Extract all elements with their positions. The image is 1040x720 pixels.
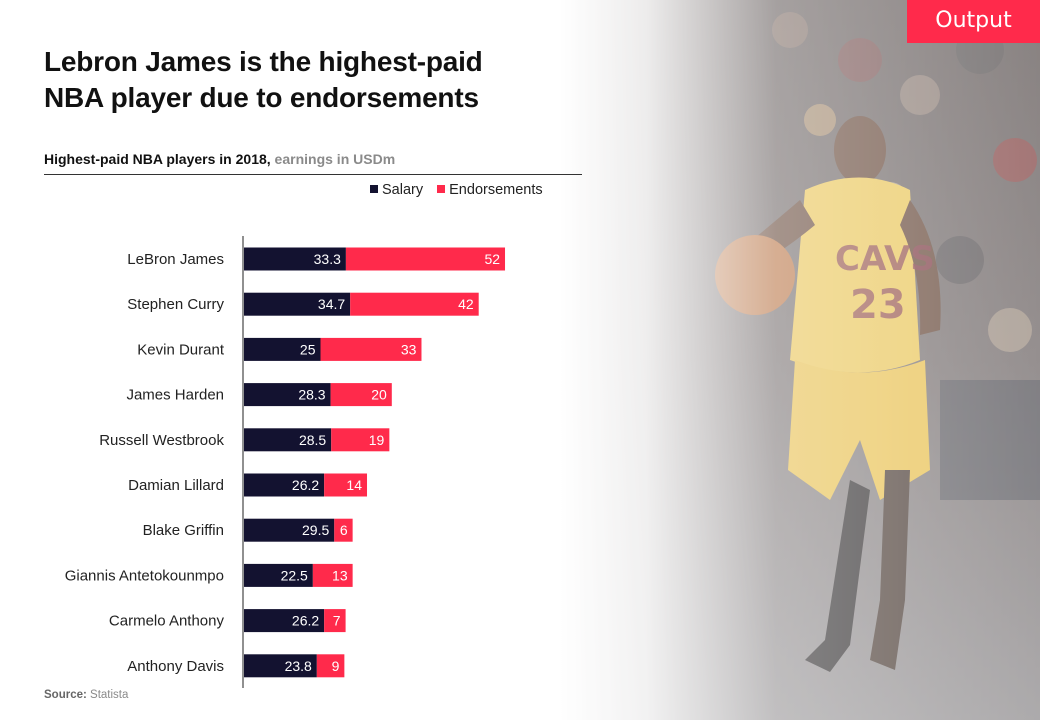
- bar-salary-carmelo-anthony: [244, 609, 325, 633]
- value-label-endorsements-giannis-antetokounmpo: 13: [332, 567, 348, 583]
- subtitle-divider: [44, 174, 582, 175]
- legend-item-salary: Salary: [370, 182, 423, 198]
- chart-subtitle: Highest-paid NBA players in 2018, earnin…: [44, 151, 395, 167]
- category-label-carmelo-anthony: Carmelo Anthony: [109, 613, 225, 630]
- basketball-player-photo: CAVS 23: [560, 0, 1040, 720]
- value-label-salary-stephen-curry: 34.7: [318, 296, 345, 312]
- category-label-kevin-durant: Kevin Durant: [137, 341, 225, 358]
- source-label: Source:: [44, 689, 87, 701]
- bar-endorsements-carmelo-anthony: [324, 609, 346, 633]
- category-label-anthony-davis: Anthony Davis: [127, 658, 224, 675]
- bar-endorsements-kevin-durant: [320, 337, 422, 361]
- bar-salary-anthony-davis: [244, 654, 317, 678]
- value-label-salary-anthony-davis: 23.8: [285, 658, 312, 674]
- value-label-salary-carmelo-anthony: 26.2: [292, 613, 319, 629]
- value-label-salary-lebron-james: 33.3: [314, 251, 341, 267]
- bar-salary-damian-lillard: [244, 473, 325, 497]
- bar-endorsements-lebron-james: [345, 247, 506, 271]
- page-title: Lebron James is the highest-paid NBA pla…: [44, 44, 564, 116]
- bar-endorsements-stephen-curry: [350, 292, 479, 316]
- category-label-giannis-antetokounmpo: Giannis Antetokounmpo: [65, 567, 224, 584]
- category-label-blake-griffin: Blake Griffin: [143, 522, 224, 539]
- bar-endorsements-giannis-antetokounmpo: [312, 563, 353, 587]
- value-label-salary-james-harden: 28.3: [298, 387, 325, 403]
- source-value: Statista: [86, 689, 129, 701]
- subtitle-main: Highest-paid NBA players in 2018,: [44, 151, 271, 167]
- chart-canvas: LeBron James 33.3 52 Stephen Curry 34.7 42 Kev…: [65, 236, 506, 688]
- title-line-1: Lebron James is the highest-paid: [44, 46, 483, 77]
- value-label-salary-blake-griffin: 29.5: [302, 522, 329, 538]
- bar-endorsements-anthony-davis: [316, 654, 345, 678]
- value-label-endorsements-blake-griffin: 6: [340, 522, 348, 538]
- bar-salary-kevin-durant: [244, 337, 321, 361]
- bar-salary-james-harden: [244, 383, 331, 407]
- value-label-endorsements-james-harden: 20: [371, 387, 387, 403]
- chart-legend: Salary Endorsements: [370, 182, 553, 198]
- output-badge[interactable]: Output: [907, 0, 1040, 43]
- value-label-endorsements-russell-westbrook: 19: [369, 432, 385, 448]
- category-label-damian-lillard: Damian Lillard: [128, 477, 224, 494]
- source-note: Source: Statista: [44, 689, 128, 701]
- value-label-salary-russell-westbrook: 28.5: [299, 432, 326, 448]
- category-label-james-harden: James Harden: [126, 387, 224, 404]
- value-label-salary-damian-lillard: 26.2: [292, 477, 319, 493]
- bar-endorsements-blake-griffin: [334, 518, 353, 542]
- value-label-salary-giannis-antetokounmpo: 22.5: [281, 567, 308, 583]
- bar-salary-lebron-james: [244, 247, 346, 271]
- legend-item-endorsements: Endorsements: [437, 182, 543, 198]
- bar-salary-blake-griffin: [244, 518, 335, 542]
- bar-endorsements-russell-westbrook: [331, 428, 390, 452]
- background-photo: CAVS 23: [560, 0, 1040, 720]
- legend-swatch-endorsements: [437, 185, 446, 193]
- bar-endorsements-damian-lillard: [324, 473, 368, 497]
- value-label-endorsements-carmelo-anthony: 7: [333, 613, 341, 629]
- value-label-endorsements-stephen-curry: 42: [458, 296, 474, 312]
- subtitle-unit: earnings in USDm: [270, 151, 396, 167]
- bar-salary-russell-westbrook: [244, 428, 332, 452]
- value-label-endorsements-kevin-durant: 33: [401, 341, 417, 357]
- bar-salary-stephen-curry: [244, 292, 351, 316]
- stacked-bar-chart: LeBron James 33.3 52 Stephen Curry 34.7 42 Kev…: [65, 236, 506, 688]
- bar-endorsements-james-harden: [330, 383, 392, 407]
- legend-label-endorsements: Endorsements: [449, 182, 543, 198]
- value-label-salary-kevin-durant: 25: [300, 341, 316, 357]
- value-label-endorsements-lebron-james: 52: [484, 251, 500, 267]
- category-label-lebron-james: LeBron James: [127, 251, 224, 268]
- value-label-endorsements-anthony-davis: 9: [332, 658, 340, 674]
- bar-salary-giannis-antetokounmpo: [244, 563, 313, 587]
- category-label-russell-westbrook: Russell Westbrook: [99, 432, 224, 449]
- legend-swatch-salary: [370, 185, 378, 193]
- legend-label-salary: Salary: [382, 182, 424, 198]
- title-line-2: NBA player due to endorsements: [44, 82, 479, 113]
- value-label-endorsements-damian-lillard: 14: [346, 477, 362, 493]
- category-label-stephen-curry: Stephen Curry: [127, 296, 224, 313]
